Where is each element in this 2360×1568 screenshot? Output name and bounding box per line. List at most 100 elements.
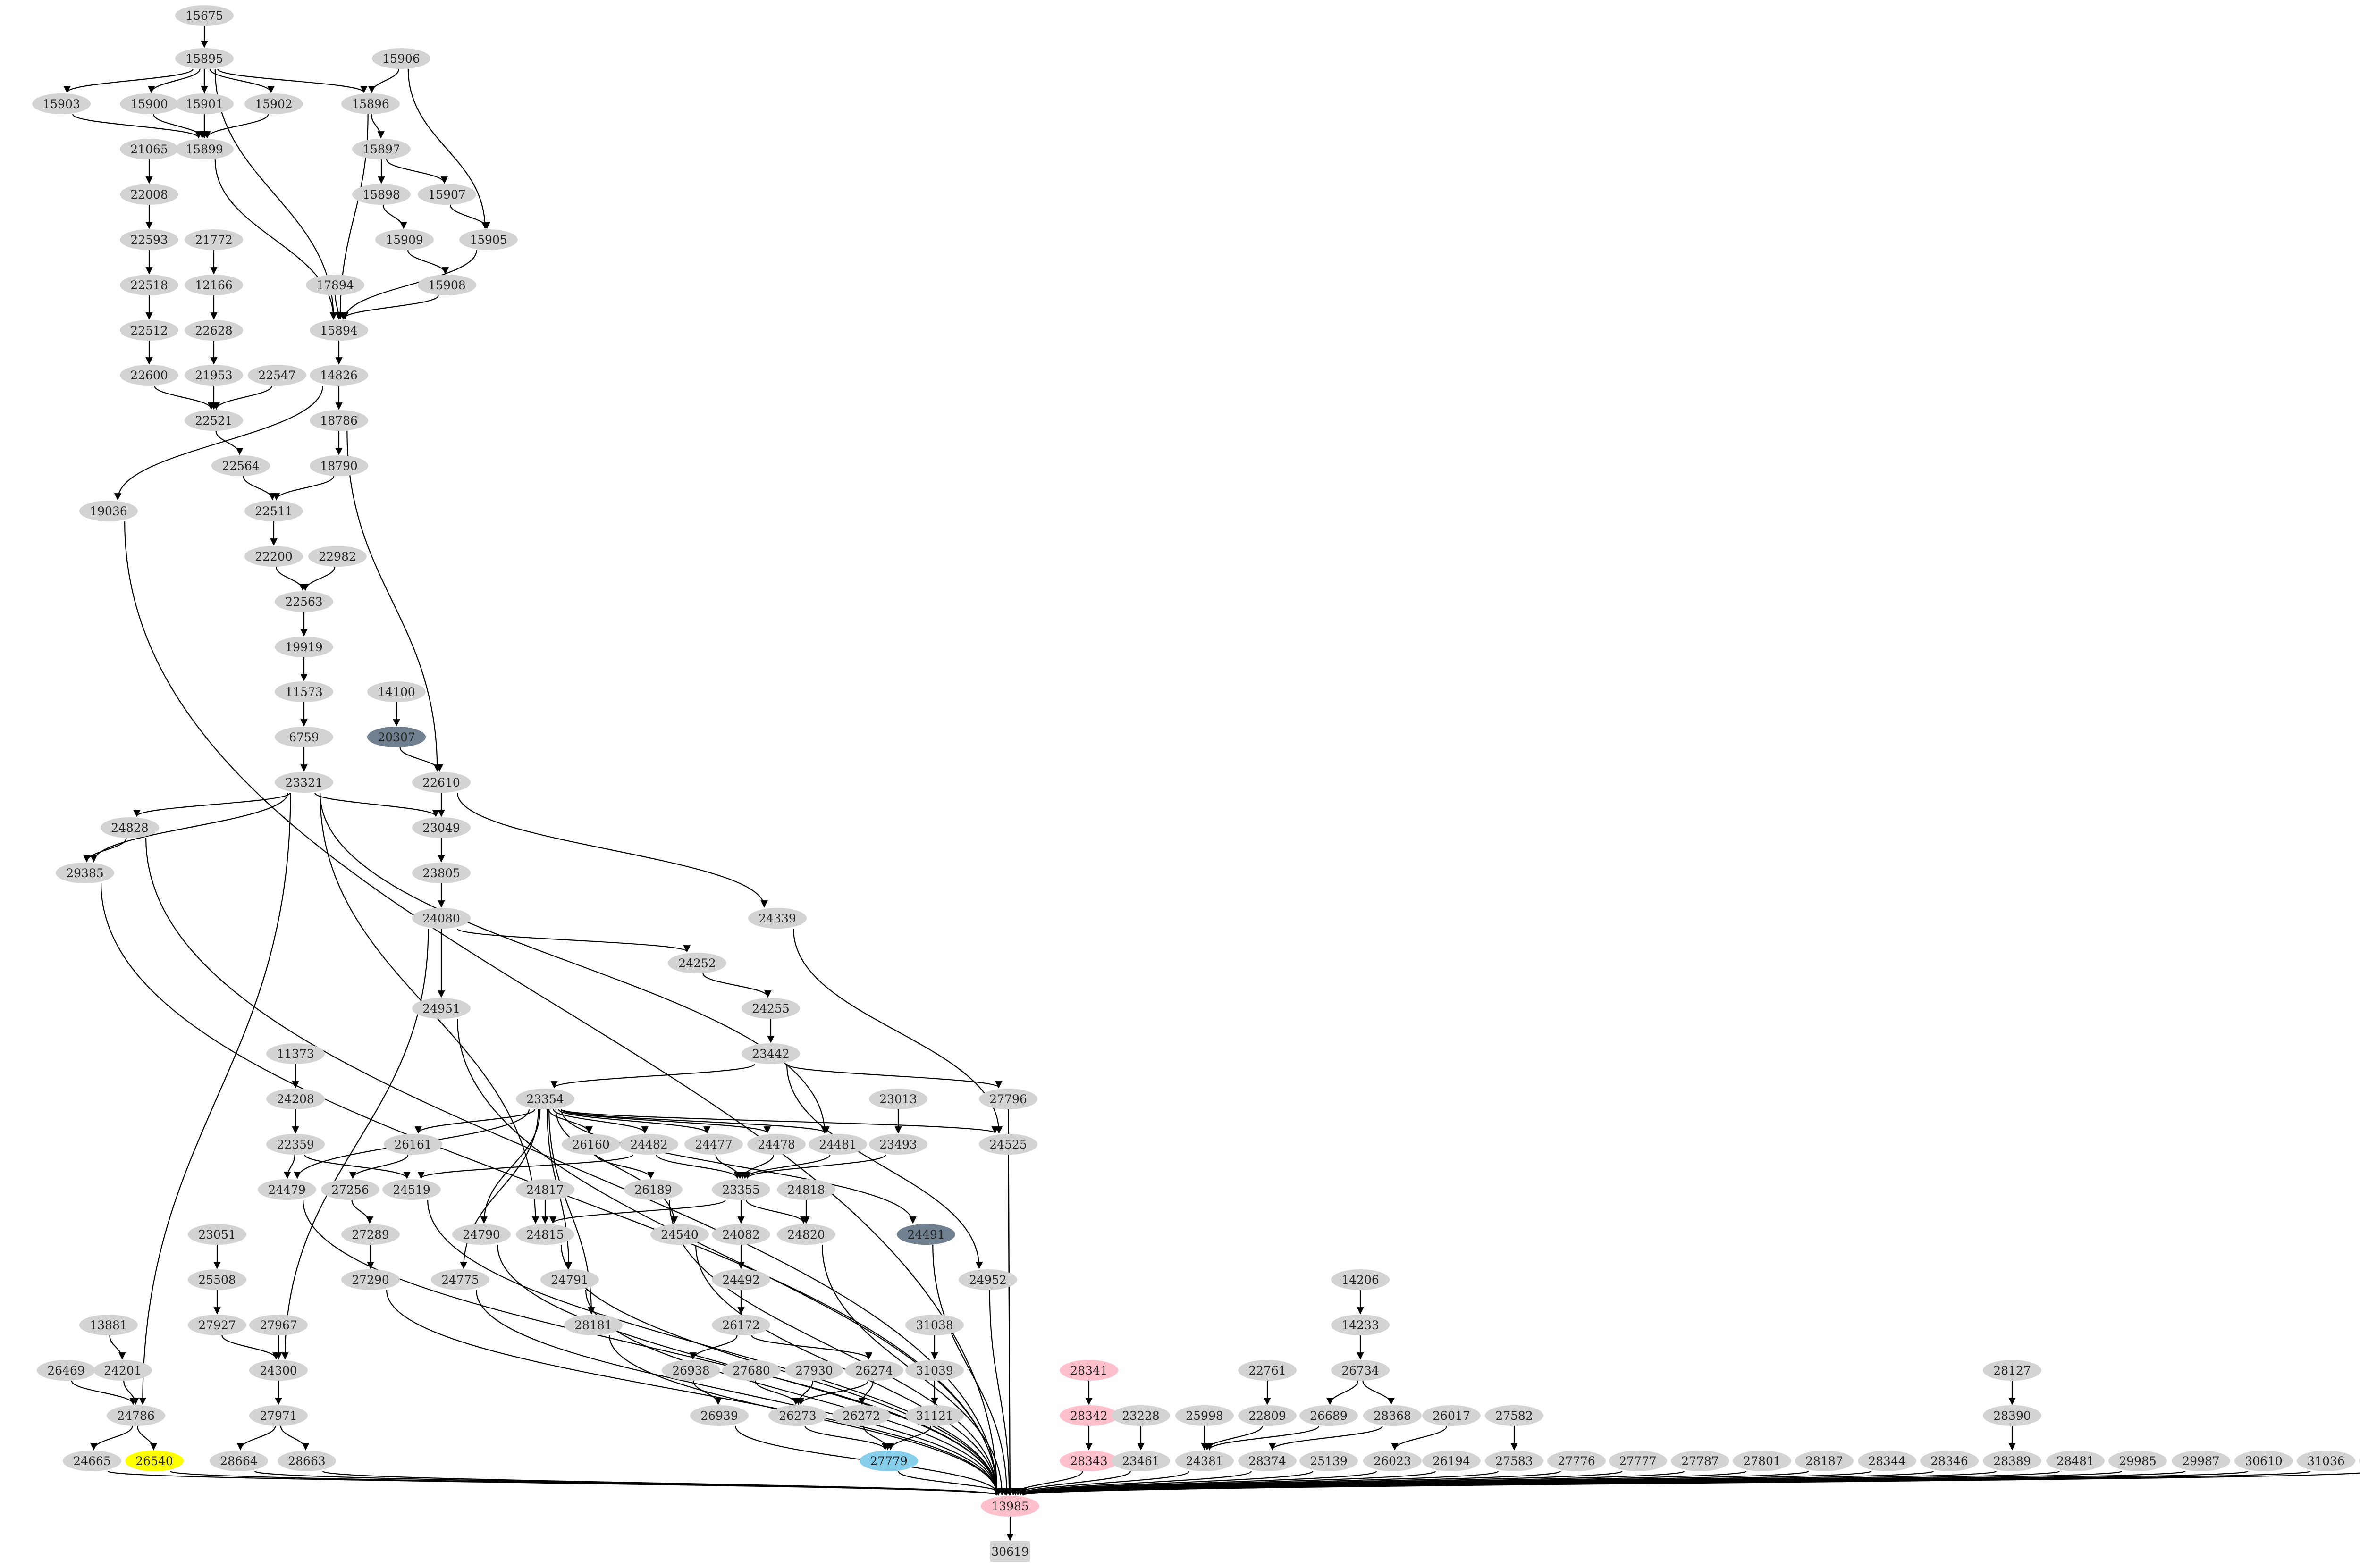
- node-22200[interactable]: 22200: [244, 546, 303, 567]
- node-22600[interactable]: 22600: [120, 365, 178, 386]
- node-28664[interactable]: 28664: [210, 1451, 268, 1471]
- node-27930[interactable]: 27930: [785, 1360, 843, 1381]
- node-23355[interactable]: 23355: [712, 1179, 770, 1200]
- node-27796[interactable]: 27796: [979, 1089, 1037, 1109]
- node-26172[interactable]: 26172: [712, 1315, 770, 1335]
- node-6759[interactable]: 6759: [275, 727, 333, 747]
- node-30619[interactable]: 30619: [990, 1541, 1030, 1562]
- node-23049[interactable]: 23049: [412, 817, 471, 838]
- node-24540[interactable]: 24540: [650, 1224, 709, 1245]
- node-15906[interactable]: 15906: [372, 48, 430, 69]
- node-24080[interactable]: 24080: [412, 908, 471, 929]
- node-26272[interactable]: 26272: [832, 1405, 891, 1426]
- node-15897[interactable]: 15897: [352, 139, 411, 159]
- node-22563[interactable]: 22563: [275, 591, 333, 612]
- node-27583[interactable]: 27583: [1485, 1451, 1543, 1471]
- node-24525[interactable]: 24525: [979, 1134, 1037, 1155]
- node-15907[interactable]: 15907: [418, 184, 476, 205]
- node-15908[interactable]: 15908: [418, 275, 476, 295]
- node-24255[interactable]: 24255: [742, 998, 800, 1019]
- node-29385[interactable]: 29385: [56, 863, 114, 883]
- node-23442[interactable]: 23442: [742, 1043, 800, 1064]
- node-28389[interactable]: 28389: [1983, 1451, 2041, 1471]
- node-23051[interactable]: 23051: [188, 1224, 246, 1245]
- node-17894[interactable]: 17894: [306, 275, 364, 295]
- node-15898[interactable]: 15898: [352, 184, 411, 205]
- node-21953[interactable]: 21953: [185, 365, 243, 386]
- node-27971[interactable]: 27971: [249, 1405, 308, 1426]
- node-24482[interactable]: 24482: [620, 1134, 678, 1155]
- node-26734[interactable]: 26734: [1331, 1360, 1390, 1381]
- node-24492[interactable]: 24492: [712, 1269, 770, 1290]
- node-14826[interactable]: 14826: [310, 365, 368, 386]
- node-20307[interactable]: 20307: [367, 727, 426, 747]
- node-24775[interactable]: 24775: [431, 1269, 489, 1290]
- node-27779[interactable]: 27779: [860, 1451, 918, 1471]
- node-31038[interactable]: 31038: [905, 1315, 964, 1335]
- node-31036[interactable]: 31036: [2297, 1451, 2355, 1471]
- node-28342[interactable]: 28342: [1060, 1405, 1118, 1426]
- node-15905[interactable]: 15905: [459, 229, 518, 250]
- node-26194[interactable]: 26194: [1422, 1451, 1481, 1471]
- node-22610[interactable]: 22610: [412, 772, 471, 793]
- node-22628[interactable]: 22628: [185, 320, 243, 341]
- node-26274[interactable]: 26274: [845, 1360, 903, 1381]
- node-11573[interactable]: 11573: [275, 681, 333, 702]
- node-28341[interactable]: 28341: [1060, 1360, 1118, 1381]
- node-24828[interactable]: 24828: [101, 817, 159, 838]
- node-31039[interactable]: 31039: [905, 1360, 964, 1381]
- node-23354[interactable]: 23354: [516, 1089, 574, 1109]
- node-27289[interactable]: 27289: [341, 1224, 400, 1245]
- node-15895[interactable]: 15895: [175, 48, 234, 69]
- node-24481[interactable]: 24481: [809, 1134, 867, 1155]
- node-24817[interactable]: 24817: [516, 1179, 574, 1200]
- node-27290[interactable]: 27290: [341, 1269, 400, 1290]
- node-23805[interactable]: 23805: [412, 863, 471, 883]
- node-26160[interactable]: 26160: [562, 1134, 620, 1155]
- node-15903[interactable]: 15903: [32, 93, 91, 114]
- node-28374[interactable]: 28374: [1238, 1451, 1297, 1471]
- node-14100[interactable]: 14100: [367, 681, 426, 702]
- node-27582[interactable]: 27582: [1485, 1405, 1543, 1426]
- node-26273[interactable]: 26273: [768, 1405, 827, 1426]
- node-28481[interactable]: 28481: [2046, 1451, 2105, 1471]
- node-23461[interactable]: 23461: [1112, 1451, 1170, 1471]
- node-31121[interactable]: 31121: [905, 1405, 964, 1426]
- node-18786[interactable]: 18786: [310, 410, 368, 431]
- node-22982[interactable]: 22982: [308, 546, 367, 567]
- node-26938[interactable]: 26938: [662, 1360, 720, 1381]
- node-15909[interactable]: 15909: [375, 229, 434, 250]
- node-22593[interactable]: 22593: [120, 229, 178, 250]
- node-24815[interactable]: 24815: [516, 1224, 574, 1245]
- node-24818[interactable]: 24818: [777, 1179, 835, 1200]
- node-24491[interactable]: 24491: [897, 1224, 955, 1245]
- node-24820[interactable]: 24820: [777, 1224, 835, 1245]
- node-22761[interactable]: 22761: [1238, 1360, 1297, 1381]
- node-24201[interactable]: 24201: [93, 1360, 152, 1381]
- node-27927[interactable]: 27927: [188, 1315, 246, 1335]
- node-29987[interactable]: 29987: [2172, 1451, 2230, 1471]
- node-13881[interactable]: 13881: [79, 1315, 138, 1335]
- node-25998[interactable]: 25998: [1175, 1405, 1234, 1426]
- node-15896[interactable]: 15896: [341, 93, 400, 114]
- node-14233[interactable]: 14233: [1331, 1315, 1390, 1335]
- node-22008[interactable]: 22008: [120, 184, 178, 205]
- node-28390[interactable]: 28390: [1983, 1405, 2041, 1426]
- node-24952[interactable]: 24952: [959, 1269, 1017, 1290]
- node-12166[interactable]: 12166: [185, 275, 243, 295]
- node-22359[interactable]: 22359: [266, 1134, 325, 1155]
- node-28368[interactable]: 28368: [1363, 1405, 1422, 1426]
- node-22518[interactable]: 22518: [120, 275, 178, 295]
- node-27776[interactable]: 27776: [1547, 1451, 1606, 1471]
- node-22564[interactable]: 22564: [211, 455, 270, 476]
- node-24208[interactable]: 24208: [266, 1089, 325, 1109]
- node-11373[interactable]: 11373: [266, 1043, 325, 1064]
- node-24786[interactable]: 24786: [107, 1405, 165, 1426]
- node-27967[interactable]: 27967: [249, 1315, 308, 1335]
- node-23228[interactable]: 23228: [1112, 1405, 1170, 1426]
- node-25508[interactable]: 25508: [188, 1269, 246, 1290]
- node-27777[interactable]: 27777: [1609, 1451, 1667, 1471]
- node-15901[interactable]: 15901: [175, 93, 234, 114]
- node-22511[interactable]: 22511: [244, 501, 303, 521]
- node-26469[interactable]: 26469: [37, 1360, 95, 1381]
